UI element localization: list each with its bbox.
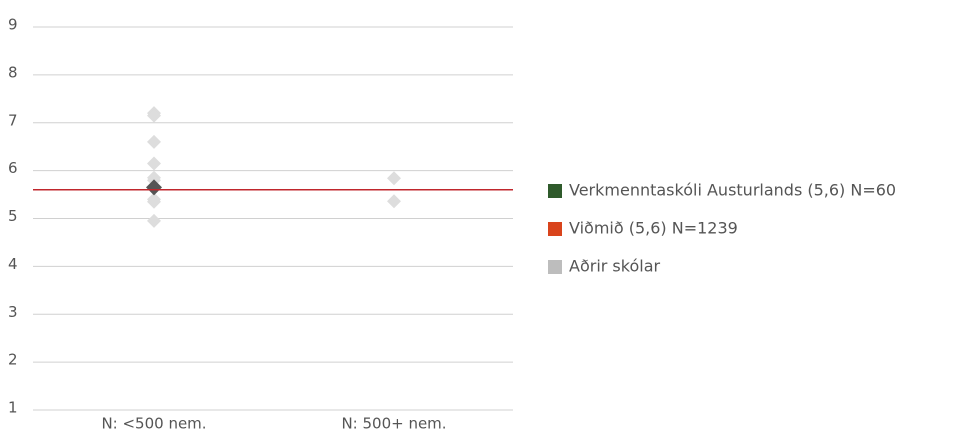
point [387,171,401,186]
y-tick-label: 3 [8,303,18,321]
x-tick-label: N: <500 nem. [101,415,206,433]
y-tick-label: 7 [8,111,18,129]
legend-label: Viðmið (5,6) N=1239 [569,219,738,238]
point [147,213,161,228]
legend-swatch [548,184,562,198]
legend-swatch [548,260,562,274]
legend-swatch [548,222,562,236]
point [146,179,162,196]
y-tick-label: 6 [8,159,18,177]
point [147,134,161,149]
y-tick-label: 2 [8,351,18,369]
point [387,194,401,209]
y-tick-label: 8 [8,63,18,81]
y-tick-label: 4 [8,255,18,273]
x-tick-label: N: 500+ nem. [341,415,446,433]
point [147,108,161,123]
point [147,194,161,209]
y-tick-label: 9 [8,16,18,34]
y-tick-label: 5 [8,207,18,225]
legend-label: Verkmenntaskóli Austurlands (5,6) N=60 [569,181,896,200]
point [147,156,161,171]
y-tick-label: 1 [8,399,18,417]
legend-label: Aðrir skólar [569,257,660,276]
